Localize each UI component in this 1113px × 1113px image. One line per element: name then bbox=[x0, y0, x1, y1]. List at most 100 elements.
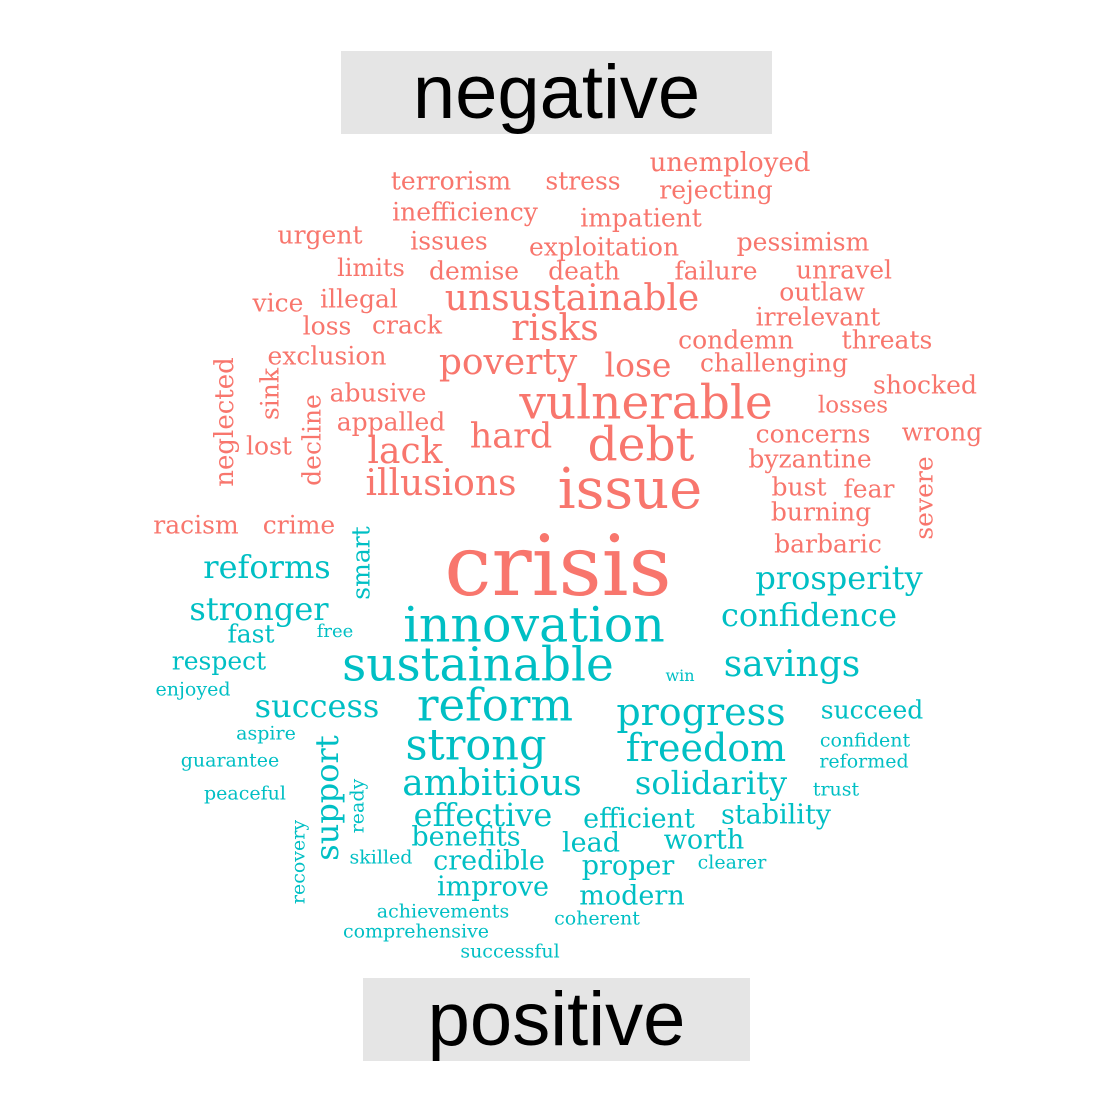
word-smart-positive: smart bbox=[346, 526, 376, 600]
word-death-negative: death bbox=[548, 256, 620, 286]
word-lost-negative: lost bbox=[246, 431, 292, 461]
word-fast-positive: fast bbox=[227, 619, 275, 649]
word-sink-negative: sink bbox=[255, 367, 285, 421]
word-win-positive: win bbox=[665, 666, 695, 685]
word-credible-positive: credible bbox=[433, 845, 545, 877]
word-stability-positive: stability bbox=[720, 799, 832, 831]
word-issues-negative: issues bbox=[410, 226, 488, 256]
word-terrorism-negative: terrorism bbox=[390, 166, 512, 196]
word-improve-positive: improve bbox=[437, 871, 549, 903]
word-vice-negative: vice bbox=[252, 288, 304, 318]
word-solidarity-positive: solidarity bbox=[634, 764, 788, 802]
word-losses-negative: losses bbox=[817, 392, 889, 419]
word-recovery-positive: recovery bbox=[287, 819, 310, 905]
word-freedom-positive: freedom bbox=[625, 726, 787, 770]
word-succeed-positive: succeed bbox=[820, 695, 924, 725]
word-reformed-positive: reformed bbox=[819, 750, 909, 773]
word-crisis-negative: crisis bbox=[444, 517, 672, 615]
word-efficient-positive: efficient bbox=[583, 803, 695, 835]
word-ready-positive: ready bbox=[346, 778, 369, 834]
word-innovation-positive: innovation bbox=[403, 596, 665, 654]
word-aspire-positive: aspire bbox=[236, 722, 296, 745]
word-sustainable-positive: sustainable bbox=[342, 637, 614, 693]
word-worth-positive: worth bbox=[663, 824, 745, 856]
word-urgent-negative: urgent bbox=[277, 220, 363, 250]
word-clearer-positive: clearer bbox=[697, 851, 767, 874]
word-barbaric-negative: barbaric bbox=[774, 529, 882, 559]
word-failure-negative: failure bbox=[674, 256, 758, 286]
word-comprehensive-positive: comprehensive bbox=[342, 920, 490, 943]
word-concerns-negative: concerns bbox=[755, 419, 871, 449]
word-respect-positive: respect bbox=[171, 646, 267, 676]
word-neglected-negative: neglected bbox=[210, 357, 240, 487]
word-racism-negative: racism bbox=[153, 510, 239, 540]
word-burning-negative: burning bbox=[770, 497, 872, 527]
word-byzantine-negative: byzantine bbox=[748, 444, 872, 474]
negative-group-label: negative bbox=[341, 51, 772, 134]
word-stronger-positive: stronger bbox=[189, 590, 329, 628]
word-prosperity-positive: prosperity bbox=[755, 559, 923, 597]
word-exclusion-negative: exclusion bbox=[267, 341, 387, 371]
word-challenging-negative: challenging bbox=[700, 348, 848, 378]
word-lack-negative: lack bbox=[367, 431, 443, 472]
word-confident-positive: confident bbox=[819, 729, 911, 752]
word-progress-positive: progress bbox=[616, 690, 786, 734]
word-support-positive: support bbox=[308, 735, 346, 861]
word-unemployed-negative: unemployed bbox=[649, 148, 811, 178]
word-rejecting-negative: rejecting bbox=[659, 175, 773, 205]
word-free-positive: free bbox=[316, 621, 354, 642]
word-modern-positive: modern bbox=[579, 880, 685, 912]
word-appalled-negative: appalled bbox=[336, 407, 446, 437]
word-loss-negative: loss bbox=[302, 311, 352, 341]
word-peaceful-positive: peaceful bbox=[204, 782, 286, 805]
word-illegal-negative: illegal bbox=[320, 284, 398, 314]
word-strong-positive: strong bbox=[405, 720, 547, 771]
word-condemn-negative: condemn bbox=[678, 325, 794, 355]
word-threats-negative: threats bbox=[841, 325, 933, 355]
word-lose-negative: lose bbox=[604, 345, 672, 385]
word-benefits-positive: benefits bbox=[411, 821, 521, 853]
word-poverty-negative: poverty bbox=[438, 342, 578, 383]
word-effective-positive: effective bbox=[413, 796, 553, 834]
word-enjoyed-positive: enjoyed bbox=[155, 678, 231, 701]
word-achievements-positive: achievements bbox=[376, 900, 510, 923]
word-decline-negative: decline bbox=[297, 394, 327, 486]
word-abusive-negative: abusive bbox=[329, 378, 427, 408]
word-crack-negative: crack bbox=[371, 310, 443, 340]
word-coherent-positive: coherent bbox=[554, 907, 640, 930]
word-successful-positive: successful bbox=[460, 940, 560, 963]
word-proper-positive: proper bbox=[581, 850, 675, 882]
word-hard-negative: hard bbox=[469, 416, 553, 457]
word-debt-negative: debt bbox=[587, 417, 695, 473]
word-savings-positive: savings bbox=[723, 644, 861, 685]
word-fear-negative: fear bbox=[843, 474, 895, 504]
word-bust-negative: bust bbox=[771, 472, 827, 502]
word-crime-negative: crime bbox=[262, 510, 336, 540]
word-exploitation-negative: exploitation bbox=[528, 232, 680, 262]
word-wrong-negative: wrong bbox=[901, 417, 983, 447]
word-trust-positive: trust bbox=[812, 778, 860, 801]
word-ambitious-positive: ambitious bbox=[402, 763, 582, 804]
word-limits-negative: limits bbox=[337, 254, 405, 282]
word-irrelevant-negative: irrelevant bbox=[755, 302, 881, 332]
word-issue-negative: issue bbox=[557, 457, 703, 522]
word-skilled-positive: skilled bbox=[349, 846, 413, 869]
word-shocked-negative: shocked bbox=[873, 370, 977, 400]
word-unsustainable-negative: unsustainable bbox=[444, 278, 700, 319]
word-guarantee-positive: guarantee bbox=[180, 749, 280, 772]
word-reform-positive: reform bbox=[416, 678, 574, 732]
word-stress-negative: stress bbox=[545, 166, 621, 196]
word-impatient-negative: impatient bbox=[580, 203, 702, 233]
word-confidence-positive: confidence bbox=[720, 596, 898, 634]
word-reforms-positive: reforms bbox=[203, 548, 331, 586]
word-risks-negative: risks bbox=[511, 308, 599, 349]
word-illusions-negative: illusions bbox=[365, 463, 517, 504]
word-outlaw-negative: outlaw bbox=[779, 277, 865, 307]
word-lead-positive: lead bbox=[562, 827, 620, 859]
word-severe-negative: severe bbox=[909, 456, 939, 540]
word-pessimism-negative: pessimism bbox=[736, 227, 870, 257]
word-success-positive: success bbox=[254, 687, 380, 725]
positive-group-label: positive bbox=[363, 978, 750, 1061]
